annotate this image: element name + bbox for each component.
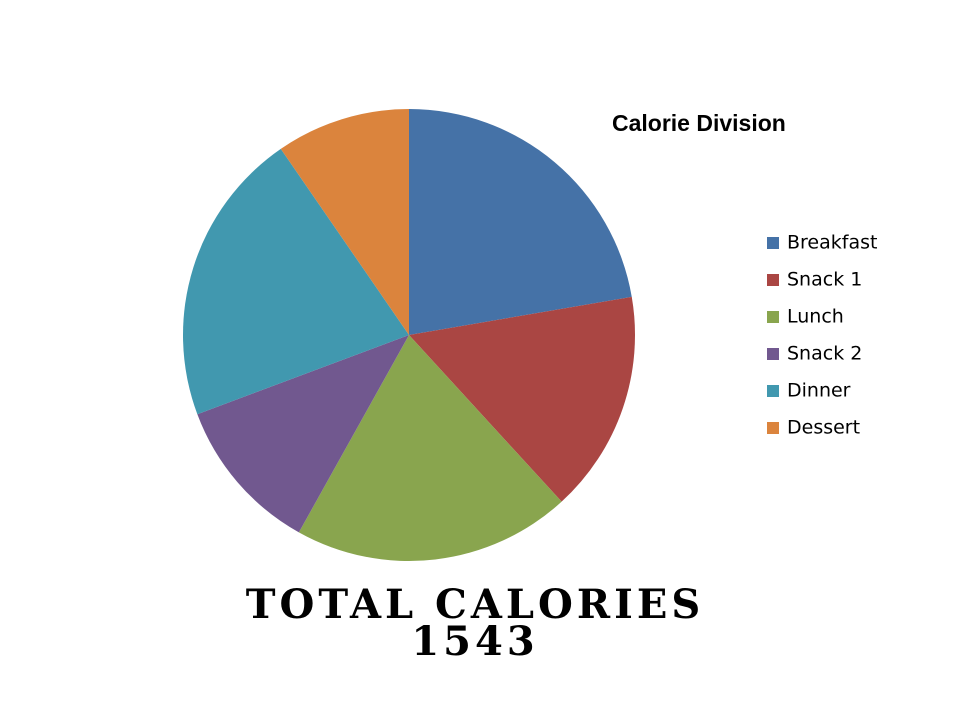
pie-slice	[298, 335, 562, 561]
chart-title: Calorie Division	[612, 110, 786, 136]
legend-label: Breakfast	[787, 232, 877, 254]
legend-swatch	[767, 385, 779, 397]
total-value: 1543	[411, 618, 538, 665]
legend-swatch	[767, 237, 779, 249]
total-label: TOTAL CALORIES	[246, 581, 704, 628]
pie-slice	[280, 109, 409, 335]
legend-swatch	[767, 348, 779, 360]
legend-swatch	[767, 274, 779, 286]
legend-label: Snack 1	[787, 269, 862, 291]
pie-slice	[197, 335, 409, 533]
legend-label: Dinner	[787, 380, 851, 402]
legend-label: Snack 2	[787, 343, 862, 365]
pie-slice	[409, 296, 635, 502]
pie-slice	[182, 148, 409, 415]
legend-swatch	[767, 311, 779, 323]
pie-slice	[409, 109, 632, 335]
legend-label: Lunch	[787, 306, 844, 328]
legend-swatch	[767, 422, 779, 434]
legend-label: Dessert	[787, 417, 860, 439]
